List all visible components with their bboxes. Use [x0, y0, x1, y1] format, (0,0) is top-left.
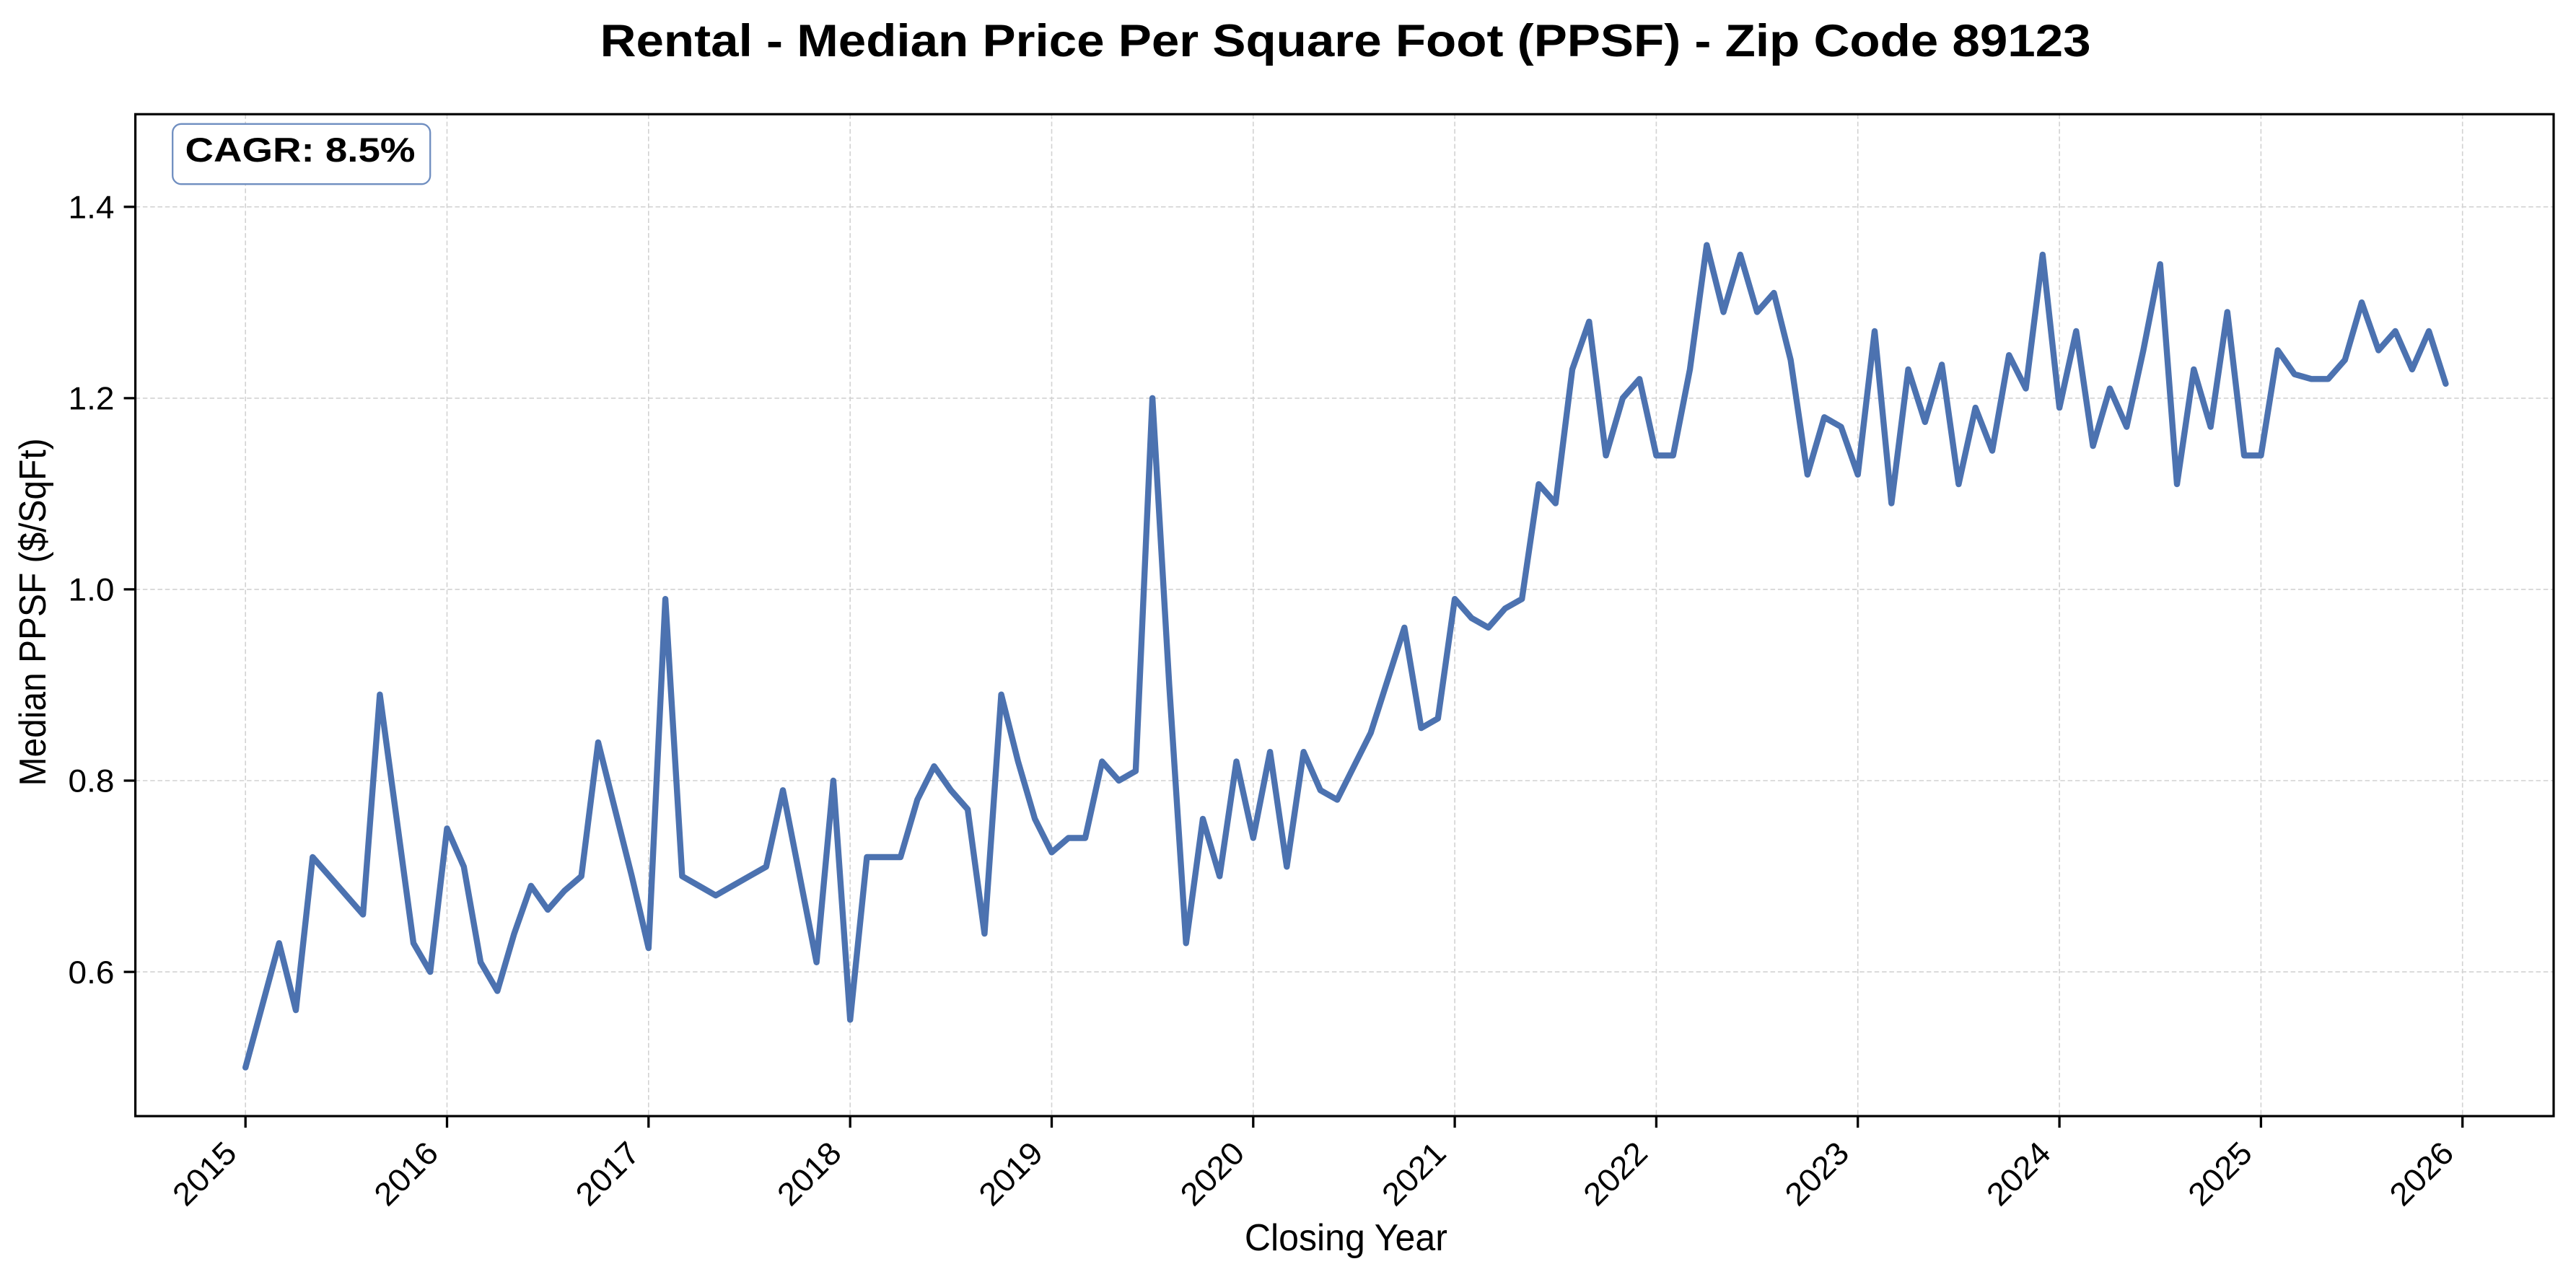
svg-text:1.0: 1.0 — [69, 573, 115, 608]
svg-text:0.6: 0.6 — [69, 955, 115, 991]
svg-text:Closing Year: Closing Year — [1245, 1217, 1447, 1259]
svg-text:Median PPSF ($/SqFt): Median PPSF ($/SqFt) — [12, 438, 54, 786]
svg-text:Rental - Median Price Per Squa: Rental - Median Price Per Square Foot (P… — [600, 16, 2091, 66]
svg-text:1.4: 1.4 — [69, 190, 115, 225]
svg-text:CAGR: 8.5%: CAGR: 8.5% — [185, 131, 416, 169]
svg-text:0.8: 0.8 — [69, 764, 115, 799]
svg-text:1.2: 1.2 — [69, 382, 115, 417]
